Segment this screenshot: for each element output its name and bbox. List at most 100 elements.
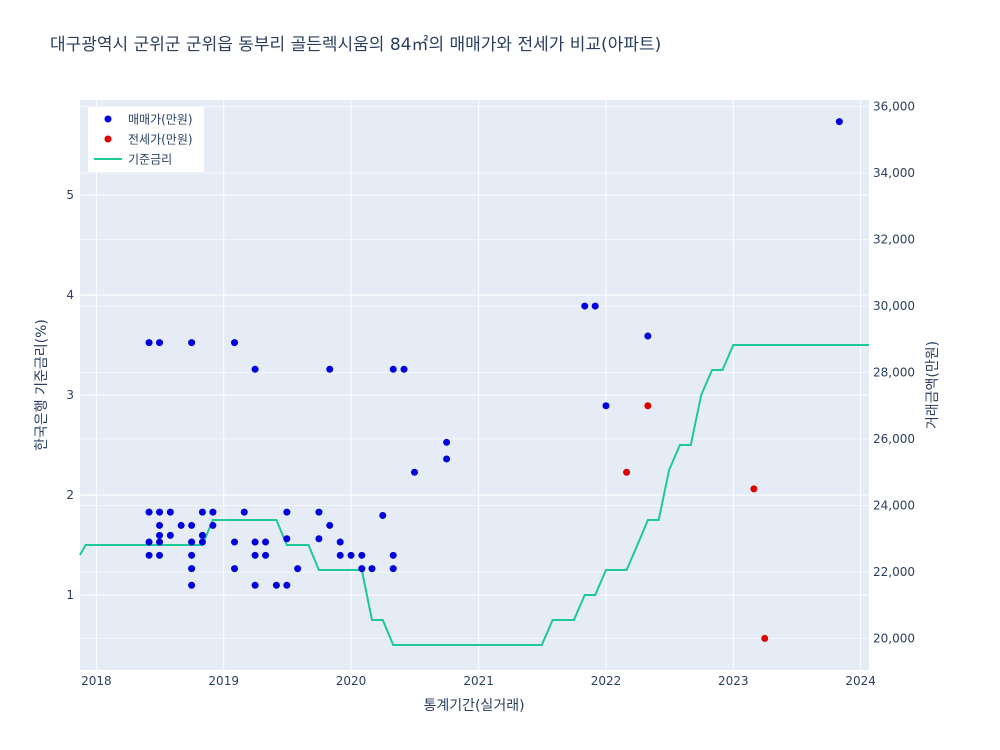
- sale-point: [443, 455, 451, 463]
- sale-point: [389, 365, 397, 373]
- sale-point: [283, 508, 291, 516]
- sale-point: [251, 538, 259, 546]
- sale-point: [240, 508, 248, 516]
- sale-point: [188, 521, 196, 529]
- sale-point: [591, 302, 599, 310]
- jeonse-point: [623, 468, 631, 476]
- sale-point: [389, 565, 397, 573]
- sale-point: [347, 551, 355, 559]
- sale-point: [315, 508, 323, 516]
- sale-point: [188, 538, 196, 546]
- y-left-tick-label: 5: [66, 188, 74, 202]
- sale-point: [602, 402, 610, 410]
- sale-point: [231, 538, 239, 546]
- sale-point: [368, 565, 376, 573]
- x-tick-label: 2019: [208, 674, 239, 688]
- sale-point: [283, 581, 291, 589]
- sale-point: [145, 339, 153, 347]
- y-right-tick-label: 26,000: [873, 432, 915, 446]
- sale-point: [379, 511, 387, 519]
- sale-point: [336, 538, 344, 546]
- sale-point: [358, 551, 366, 559]
- sale-point: [198, 508, 206, 516]
- y-left-axis-title: 한국은행 기준금리(%): [34, 319, 50, 451]
- legend: 매매가(만원) 전세가(만원) 기준금리: [88, 107, 204, 172]
- y-left-tick-label: 1: [66, 588, 74, 602]
- legend-label-sale: 매매가(만원): [128, 113, 193, 127]
- sale-point: [166, 508, 174, 516]
- x-tick-label: 2018: [81, 674, 112, 688]
- y-right-axis-ticks: 20,000 22,000 24,000 26,000 28,000 30,000 32,0…: [873, 100, 915, 646]
- sale-point: [156, 551, 164, 559]
- y-right-tick-label: 30,000: [873, 299, 915, 313]
- x-tick-label: 2023: [718, 674, 749, 688]
- sale-point: [156, 339, 164, 347]
- y-right-tick-label: 24,000: [873, 498, 915, 512]
- x-axis-title: 통계기간(실거래): [423, 698, 524, 714]
- sale-point: [156, 521, 164, 529]
- y-right-tick-label: 22,000: [873, 565, 915, 579]
- sale-point: [389, 551, 397, 559]
- sale-point: [644, 332, 652, 340]
- y-left-axis-ticks: 1 2 3 4 5: [66, 188, 74, 602]
- sale-point: [188, 581, 196, 589]
- jeonse-point: [761, 634, 769, 642]
- y-left-tick-label: 2: [66, 488, 74, 502]
- sale-point: [209, 521, 217, 529]
- sale-point: [209, 508, 217, 516]
- legend-marker-jeonse: [104, 135, 112, 143]
- jeonse-point: [644, 402, 652, 410]
- sale-point: [835, 118, 843, 126]
- y-right-tick-label: 36,000: [873, 100, 915, 114]
- x-tick-label: 2021: [463, 674, 494, 688]
- sale-point: [145, 551, 153, 559]
- sale-point: [262, 538, 270, 546]
- legend-label-jeonse: 전세가(만원): [128, 133, 193, 147]
- sale-point: [251, 365, 259, 373]
- sale-point: [272, 581, 280, 589]
- sale-point: [145, 508, 153, 516]
- legend-label-rate: 기준금리: [128, 153, 172, 167]
- plot-area: [80, 100, 869, 670]
- y-gridlines: [80, 106, 869, 639]
- sale-point: [198, 531, 206, 539]
- sale-point: [156, 531, 164, 539]
- sale-point: [156, 508, 164, 516]
- x-axis-ticks: 2018 2019 2020 2021 2022 2023 2024: [81, 674, 876, 688]
- y-right-tick-label: 34,000: [873, 166, 915, 180]
- sale-point: [251, 581, 259, 589]
- jeonse-point: [750, 485, 758, 493]
- x-tick-label: 2022: [591, 674, 622, 688]
- sale-point: [326, 365, 334, 373]
- y-left-tick-label: 3: [66, 388, 74, 402]
- x-tick-label: 2024: [845, 674, 876, 688]
- sale-point: [156, 538, 164, 546]
- sale-point: [262, 551, 270, 559]
- sale-point: [251, 551, 259, 559]
- jeonse-series: [623, 402, 769, 642]
- sale-point: [145, 538, 153, 546]
- sale-point: [358, 565, 366, 573]
- y-right-tick-label: 20,000: [873, 631, 915, 645]
- sale-point: [294, 565, 302, 573]
- sale-point: [283, 535, 291, 543]
- sale-point: [400, 365, 408, 373]
- sale-point: [198, 538, 206, 546]
- sale-series: [145, 118, 843, 589]
- chart-title: 대구광역시 군위군 군위읍 동부리 골든렉시움의 84㎡의 매매가와 전세가 비…: [50, 35, 661, 55]
- sale-point: [188, 565, 196, 573]
- sale-point: [581, 302, 589, 310]
- legend-marker-sale: [104, 115, 112, 123]
- y-right-tick-label: 28,000: [873, 366, 915, 380]
- sale-point: [231, 339, 239, 347]
- sale-point: [177, 521, 185, 529]
- sale-point: [315, 535, 323, 543]
- sale-point: [326, 521, 334, 529]
- y-right-axis-title: 거래금액(만원): [925, 341, 941, 429]
- y-right-tick-label: 32,000: [873, 233, 915, 247]
- sale-point: [188, 551, 196, 559]
- sale-point: [336, 551, 344, 559]
- sale-point: [411, 468, 419, 476]
- y-left-tick-label: 4: [66, 288, 74, 302]
